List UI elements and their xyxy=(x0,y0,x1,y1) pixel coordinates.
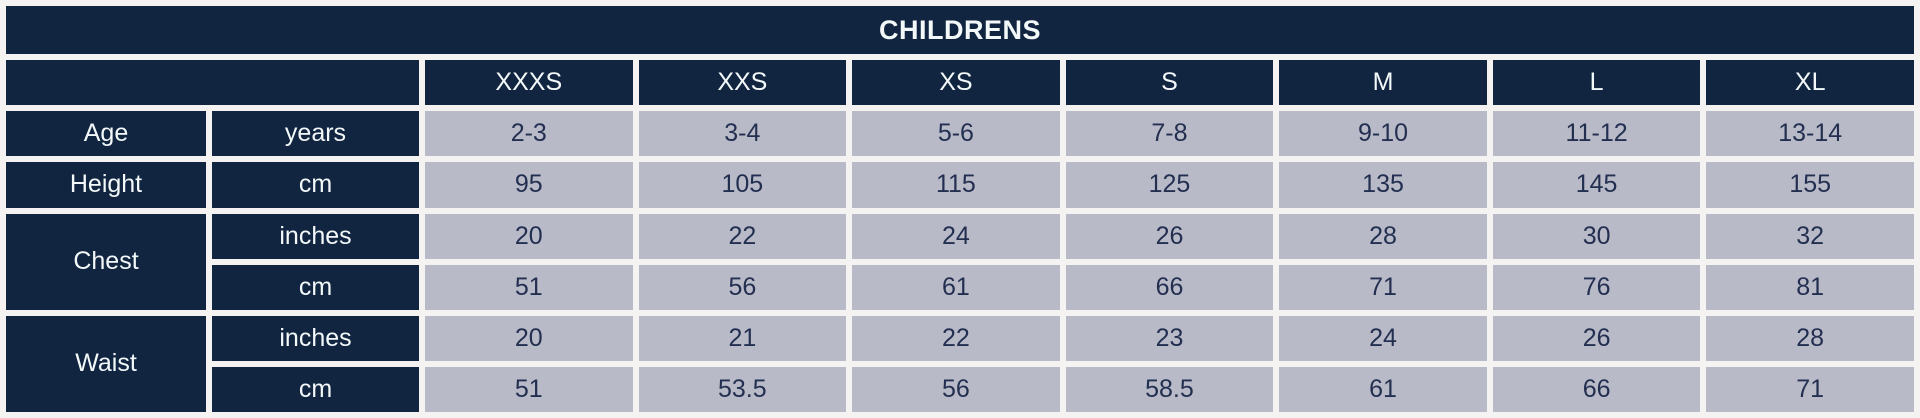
value-cell-height-xxxs: 95 xyxy=(425,162,633,208)
value-cell-age-l: 11-12 xyxy=(1492,111,1701,157)
chest-cm-row: cm 51 56 61 66 71 76 81 xyxy=(6,264,1914,310)
value-cell-height-xl: 155 xyxy=(1706,162,1914,208)
blank-header-cell xyxy=(6,60,419,106)
value-cell-waist-cm-xxs: 53.5 xyxy=(638,366,847,412)
value-cell-waist-cm-l: 66 xyxy=(1492,366,1701,412)
value-cell-age-xxxs: 2-3 xyxy=(425,111,633,157)
value-cell-waist-cm-m: 61 xyxy=(1279,366,1487,412)
value-cell-height-s: 125 xyxy=(1065,162,1274,208)
value-cell-waist-cm-s: 58.5 xyxy=(1065,366,1274,412)
unit-label-waist-cm: cm xyxy=(212,366,419,412)
value-cell-chest-cm-xxs: 56 xyxy=(638,264,847,310)
unit-label-chest-inches: inches xyxy=(212,213,419,259)
value-cell-waist-in-xl: 28 xyxy=(1706,315,1914,361)
value-cell-height-xxs: 105 xyxy=(638,162,847,208)
value-cell-height-l: 145 xyxy=(1492,162,1701,208)
row-label-age: Age xyxy=(6,111,206,157)
value-cell-waist-in-xxxs: 20 xyxy=(425,315,633,361)
value-cell-age-m: 9-10 xyxy=(1279,111,1487,157)
value-cell-height-xs: 115 xyxy=(852,162,1060,208)
value-cell-waist-in-s: 23 xyxy=(1065,315,1274,361)
waist-inches-row: Waist inches 20 21 22 23 24 26 28 xyxy=(6,315,1914,412)
size-header-row: XXXS XXS XS S M L XL xyxy=(6,60,1914,106)
height-row: Height cm 95 105 115 125 135 145 155 xyxy=(6,162,1914,208)
value-cell-waist-cm-xxxs: 51 xyxy=(425,366,633,412)
value-cell-waist-in-xxs: 21 xyxy=(638,315,847,361)
row-label-height: Height xyxy=(6,162,206,208)
age-row: Age years 2-3 3-4 5-6 7-8 9-10 11-12 13-… xyxy=(6,111,1914,157)
size-header-xs: XS xyxy=(852,60,1060,106)
value-cell-waist-in-m: 24 xyxy=(1279,315,1487,361)
value-cell-age-s: 7-8 xyxy=(1065,111,1274,157)
value-cell-chest-in-s: 26 xyxy=(1065,213,1274,259)
value-cell-chest-cm-s: 66 xyxy=(1065,264,1274,310)
value-cell-age-xs: 5-6 xyxy=(852,111,1060,157)
unit-label-height-cm: cm xyxy=(212,162,419,208)
size-header-xl: XL xyxy=(1706,60,1914,106)
unit-label-waist-inches: inches xyxy=(212,315,419,361)
value-cell-age-xl: 13-14 xyxy=(1706,111,1914,157)
value-cell-chest-in-xs: 24 xyxy=(852,213,1060,259)
waist-cm-row: cm 51 53.5 56 58.5 61 66 71 xyxy=(6,366,1914,412)
row-label-chest: Chest xyxy=(6,213,206,310)
value-cell-chest-cm-l: 76 xyxy=(1492,264,1701,310)
size-header-l: L xyxy=(1492,60,1701,106)
size-header-m: M xyxy=(1279,60,1487,106)
value-cell-chest-cm-xl: 81 xyxy=(1706,264,1914,310)
value-cell-chest-in-xl: 32 xyxy=(1706,213,1914,259)
unit-label-age-years: years xyxy=(212,111,419,157)
value-cell-age-xxs: 3-4 xyxy=(638,111,847,157)
value-cell-chest-in-xxxs: 20 xyxy=(425,213,633,259)
title-row: CHILDRENS xyxy=(6,6,1914,55)
value-cell-chest-in-l: 30 xyxy=(1492,213,1701,259)
value-cell-waist-cm-xl: 71 xyxy=(1706,366,1914,412)
value-cell-chest-cm-xxxs: 51 xyxy=(425,264,633,310)
value-cell-chest-in-xxs: 22 xyxy=(638,213,847,259)
size-header-s: S xyxy=(1065,60,1274,106)
value-cell-chest-cm-xs: 61 xyxy=(852,264,1060,310)
value-cell-height-m: 135 xyxy=(1279,162,1487,208)
value-cell-waist-in-l: 26 xyxy=(1492,315,1701,361)
row-label-waist: Waist xyxy=(6,315,206,412)
value-cell-waist-cm-xs: 56 xyxy=(852,366,1060,412)
chest-inches-row: Chest inches 20 22 24 26 28 30 32 xyxy=(6,213,1914,310)
value-cell-chest-cm-m: 71 xyxy=(1279,264,1487,310)
size-header-xxs: XXS xyxy=(638,60,847,106)
size-header-xxxs: XXXS xyxy=(425,60,633,106)
value-cell-waist-in-xs: 22 xyxy=(852,315,1060,361)
chart-title: CHILDRENS xyxy=(6,6,1914,55)
unit-label-chest-cm: cm xyxy=(212,264,419,310)
value-cell-chest-in-m: 28 xyxy=(1279,213,1487,259)
